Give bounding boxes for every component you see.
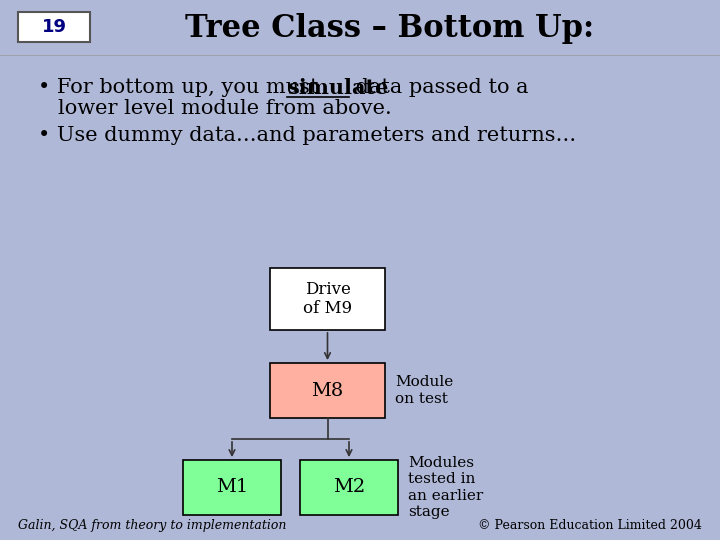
Text: simulate: simulate <box>287 78 388 98</box>
Text: © Pearson Education Limited 2004: © Pearson Education Limited 2004 <box>478 519 702 532</box>
Text: data passed to a: data passed to a <box>349 78 528 97</box>
FancyBboxPatch shape <box>270 268 385 330</box>
FancyBboxPatch shape <box>300 460 398 515</box>
Text: M2: M2 <box>333 478 365 496</box>
FancyBboxPatch shape <box>270 363 385 418</box>
Text: lower level module from above.: lower level module from above. <box>58 99 392 118</box>
Text: Modules
tested in
an earlier
stage: Modules tested in an earlier stage <box>408 456 483 519</box>
Text: • For bottom up, you must: • For bottom up, you must <box>38 78 325 97</box>
Text: 19: 19 <box>42 18 66 36</box>
FancyBboxPatch shape <box>183 460 281 515</box>
Text: Module
on test: Module on test <box>395 375 454 406</box>
Text: M1: M1 <box>216 478 248 496</box>
Text: Drive
of M9: Drive of M9 <box>303 281 352 318</box>
Text: Galin, SQA from theory to implementation: Galin, SQA from theory to implementation <box>18 519 287 532</box>
FancyBboxPatch shape <box>18 12 90 42</box>
Text: • Use dummy data…and parameters and returns…: • Use dummy data…and parameters and retu… <box>38 126 576 145</box>
Text: M8: M8 <box>311 381 343 400</box>
Text: Tree Class – Bottom Up:: Tree Class – Bottom Up: <box>185 12 595 44</box>
